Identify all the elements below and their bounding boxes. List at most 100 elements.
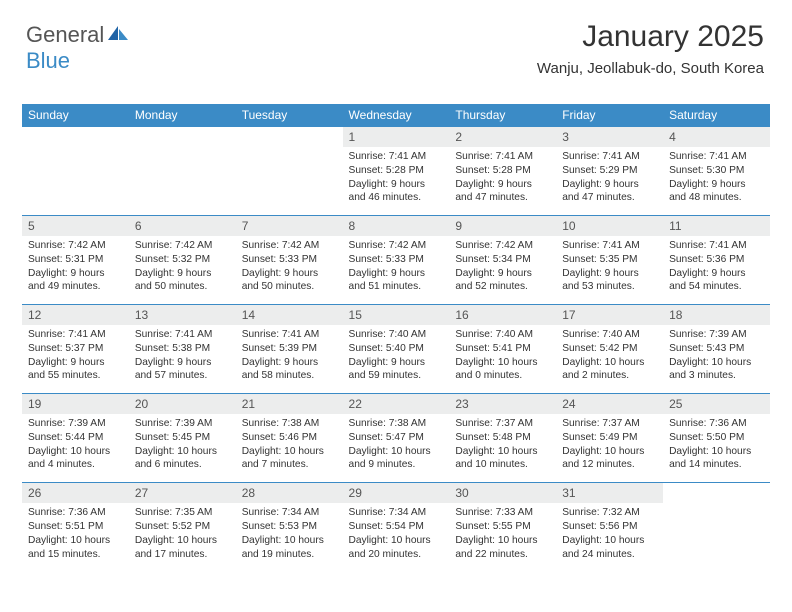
weekday-header: Saturday [663,104,770,127]
day-number: 8 [343,216,450,236]
calendar-cell: 11Sunrise: 7:41 AMSunset: 5:36 PMDayligh… [663,216,770,305]
day-body [663,503,770,569]
day-body: Sunrise: 7:40 AMSunset: 5:41 PMDaylight:… [449,325,556,393]
day-number: 7 [236,216,343,236]
weekday-header-row: Sunday Monday Tuesday Wednesday Thursday… [22,104,770,127]
day-number: 4 [663,127,770,147]
calendar-row: 26Sunrise: 7:36 AMSunset: 5:51 PMDayligh… [22,483,770,572]
day-number: 19 [22,394,129,414]
day-number [236,127,343,147]
day-number: 5 [22,216,129,236]
calendar-cell: 14Sunrise: 7:41 AMSunset: 5:39 PMDayligh… [236,305,343,394]
day-body: Sunrise: 7:32 AMSunset: 5:56 PMDaylight:… [556,503,663,571]
location-text: Wanju, Jeollabuk-do, South Korea [537,60,764,77]
day-body [129,147,236,213]
day-number: 2 [449,127,556,147]
weekday-header: Monday [129,104,236,127]
calendar-cell: 6Sunrise: 7:42 AMSunset: 5:32 PMDaylight… [129,216,236,305]
calendar-cell: 7Sunrise: 7:42 AMSunset: 5:33 PMDaylight… [236,216,343,305]
calendar-cell: 25Sunrise: 7:36 AMSunset: 5:50 PMDayligh… [663,394,770,483]
day-number: 13 [129,305,236,325]
day-number: 27 [129,483,236,503]
day-body: Sunrise: 7:34 AMSunset: 5:54 PMDaylight:… [343,503,450,571]
calendar-cell: 10Sunrise: 7:41 AMSunset: 5:35 PMDayligh… [556,216,663,305]
day-body: Sunrise: 7:42 AMSunset: 5:34 PMDaylight:… [449,236,556,304]
day-number [129,127,236,147]
calendar-row: 5Sunrise: 7:42 AMSunset: 5:31 PMDaylight… [22,216,770,305]
day-body: Sunrise: 7:41 AMSunset: 5:29 PMDaylight:… [556,147,663,215]
day-body: Sunrise: 7:38 AMSunset: 5:47 PMDaylight:… [343,414,450,482]
day-number: 18 [663,305,770,325]
day-body: Sunrise: 7:39 AMSunset: 5:45 PMDaylight:… [129,414,236,482]
month-title: January 2025 [537,20,764,54]
logo-sail-icon [106,24,130,42]
day-number [22,127,129,147]
day-number: 6 [129,216,236,236]
day-number: 22 [343,394,450,414]
day-body: Sunrise: 7:42 AMSunset: 5:31 PMDaylight:… [22,236,129,304]
day-body: Sunrise: 7:41 AMSunset: 5:38 PMDaylight:… [129,325,236,393]
day-body: Sunrise: 7:33 AMSunset: 5:55 PMDaylight:… [449,503,556,571]
day-body: Sunrise: 7:41 AMSunset: 5:39 PMDaylight:… [236,325,343,393]
weekday-header: Tuesday [236,104,343,127]
calendar-cell [236,127,343,216]
day-number: 12 [22,305,129,325]
day-body: Sunrise: 7:42 AMSunset: 5:32 PMDaylight:… [129,236,236,304]
logo-text: General Blue [26,22,130,74]
calendar-body: 1Sunrise: 7:41 AMSunset: 5:28 PMDaylight… [22,127,770,572]
day-body: Sunrise: 7:40 AMSunset: 5:42 PMDaylight:… [556,325,663,393]
day-body: Sunrise: 7:36 AMSunset: 5:51 PMDaylight:… [22,503,129,571]
day-number: 14 [236,305,343,325]
day-number: 30 [449,483,556,503]
calendar-cell: 31Sunrise: 7:32 AMSunset: 5:56 PMDayligh… [556,483,663,572]
day-number: 10 [556,216,663,236]
calendar-row: 19Sunrise: 7:39 AMSunset: 5:44 PMDayligh… [22,394,770,483]
day-body: Sunrise: 7:41 AMSunset: 5:28 PMDaylight:… [449,147,556,215]
calendar-cell: 16Sunrise: 7:40 AMSunset: 5:41 PMDayligh… [449,305,556,394]
day-body [22,147,129,213]
day-number: 9 [449,216,556,236]
logo-text-general: General [26,22,104,47]
weekday-header: Thursday [449,104,556,127]
day-body: Sunrise: 7:40 AMSunset: 5:40 PMDaylight:… [343,325,450,393]
calendar-cell: 12Sunrise: 7:41 AMSunset: 5:37 PMDayligh… [22,305,129,394]
day-body: Sunrise: 7:41 AMSunset: 5:35 PMDaylight:… [556,236,663,304]
day-body: Sunrise: 7:37 AMSunset: 5:49 PMDaylight:… [556,414,663,482]
day-body: Sunrise: 7:34 AMSunset: 5:53 PMDaylight:… [236,503,343,571]
calendar-cell: 19Sunrise: 7:39 AMSunset: 5:44 PMDayligh… [22,394,129,483]
calendar-row: 1Sunrise: 7:41 AMSunset: 5:28 PMDaylight… [22,127,770,216]
day-number: 1 [343,127,450,147]
calendar-cell [129,127,236,216]
calendar-cell: 20Sunrise: 7:39 AMSunset: 5:45 PMDayligh… [129,394,236,483]
logo-text-blue: Blue [26,48,70,73]
day-body: Sunrise: 7:41 AMSunset: 5:30 PMDaylight:… [663,147,770,215]
weekday-header: Wednesday [343,104,450,127]
weekday-header: Friday [556,104,663,127]
day-body: Sunrise: 7:41 AMSunset: 5:28 PMDaylight:… [343,147,450,215]
calendar-cell: 8Sunrise: 7:42 AMSunset: 5:33 PMDaylight… [343,216,450,305]
calendar-cell: 30Sunrise: 7:33 AMSunset: 5:55 PMDayligh… [449,483,556,572]
day-number: 31 [556,483,663,503]
day-number: 23 [449,394,556,414]
day-body: Sunrise: 7:41 AMSunset: 5:37 PMDaylight:… [22,325,129,393]
calendar-cell [663,483,770,572]
day-number: 24 [556,394,663,414]
day-number: 17 [556,305,663,325]
day-number: 20 [129,394,236,414]
logo: General Blue [26,22,130,74]
day-body: Sunrise: 7:39 AMSunset: 5:43 PMDaylight:… [663,325,770,393]
day-number: 15 [343,305,450,325]
calendar-cell: 21Sunrise: 7:38 AMSunset: 5:46 PMDayligh… [236,394,343,483]
day-body: Sunrise: 7:42 AMSunset: 5:33 PMDaylight:… [236,236,343,304]
day-number: 26 [22,483,129,503]
calendar-cell: 5Sunrise: 7:42 AMSunset: 5:31 PMDaylight… [22,216,129,305]
calendar-table: Sunday Monday Tuesday Wednesday Thursday… [22,104,770,571]
calendar-row: 12Sunrise: 7:41 AMSunset: 5:37 PMDayligh… [22,305,770,394]
calendar-cell: 15Sunrise: 7:40 AMSunset: 5:40 PMDayligh… [343,305,450,394]
calendar-cell: 29Sunrise: 7:34 AMSunset: 5:54 PMDayligh… [343,483,450,572]
calendar-cell: 3Sunrise: 7:41 AMSunset: 5:29 PMDaylight… [556,127,663,216]
day-body: Sunrise: 7:37 AMSunset: 5:48 PMDaylight:… [449,414,556,482]
calendar-cell: 28Sunrise: 7:34 AMSunset: 5:53 PMDayligh… [236,483,343,572]
calendar-cell: 13Sunrise: 7:41 AMSunset: 5:38 PMDayligh… [129,305,236,394]
day-number: 25 [663,394,770,414]
